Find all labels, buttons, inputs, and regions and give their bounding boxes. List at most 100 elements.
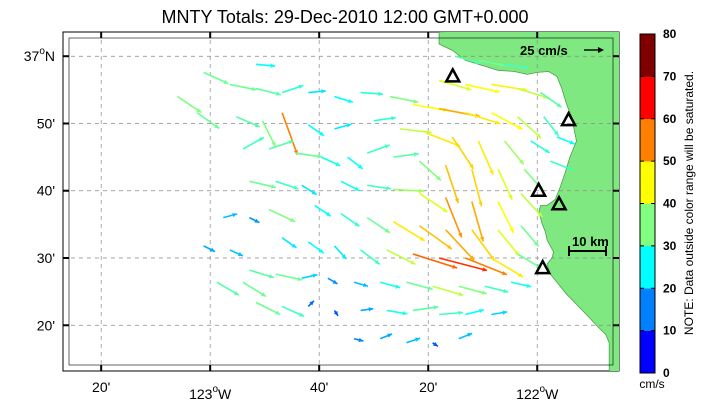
- current-vector: [556, 136, 575, 145]
- current-vector: [392, 220, 426, 242]
- current-vector: [445, 229, 475, 261]
- current-vector: [419, 192, 448, 213]
- colorbar-segment: [640, 118, 655, 162]
- current-vector: [334, 123, 352, 130]
- current-vector: [334, 95, 354, 103]
- longitude-label: 122oW: [516, 384, 559, 402]
- colorbar-segment: [640, 330, 655, 374]
- current-vector: [308, 89, 326, 94]
- colorbar-segment: [640, 288, 655, 331]
- current-vector: [491, 310, 508, 316]
- current-vector: [249, 180, 277, 189]
- current-vector: [261, 120, 277, 147]
- current-vector: [255, 63, 276, 68]
- station-triangle-icon: [559, 110, 578, 127]
- current-vector: [444, 164, 460, 204]
- current-vector: [520, 192, 543, 218]
- current-vector: [406, 337, 421, 344]
- current-vector: [503, 140, 525, 165]
- current-vector: [386, 249, 416, 265]
- current-vector: [347, 156, 364, 170]
- station-triangle-icon: [530, 181, 548, 197]
- current-vector: [393, 152, 419, 158]
- current-vector: [477, 140, 494, 175]
- current-vector: [530, 140, 551, 154]
- current-vector: [484, 285, 509, 294]
- current-vector: [229, 83, 257, 92]
- colorbar-tick-label: 10: [663, 324, 677, 338]
- current-vector: [465, 308, 485, 316]
- current-vector: [491, 112, 523, 130]
- current-vector: [540, 91, 562, 108]
- current-vector: [497, 201, 515, 234]
- colorbar-segment: [640, 34, 655, 77]
- current-vector: [281, 305, 305, 318]
- current-vector: [321, 156, 341, 167]
- current-vector: [268, 140, 294, 150]
- current-vector: [196, 112, 220, 130]
- frame-ticks: [63, 32, 619, 371]
- current-vector: [203, 71, 229, 85]
- current-vector: [386, 309, 408, 316]
- current-vector: [333, 310, 339, 317]
- colorbar-tick-label: 80: [663, 27, 677, 41]
- colorbar-tick-label: 70: [663, 69, 677, 83]
- longitude-label: 20': [92, 379, 110, 395]
- distance-scale-label: 10 km: [572, 234, 609, 249]
- current-vector: [236, 116, 261, 128]
- current-vector: [471, 169, 483, 207]
- latitude-label: 37oN: [24, 46, 55, 64]
- latitude-label: 20': [37, 317, 55, 333]
- colorbar-segment: [640, 203, 655, 247]
- current-vector: [393, 188, 424, 194]
- current-vector: [203, 245, 216, 253]
- current-vector: [438, 257, 488, 272]
- colorbar-tick-label: 30: [663, 239, 677, 253]
- current-vector: [249, 269, 275, 279]
- colorbar-unit: cm/s: [639, 377, 664, 391]
- colorbar-segment: [640, 245, 655, 289]
- current-vector: [389, 95, 419, 104]
- current-vector: [478, 59, 506, 67]
- latitude-label: 50': [37, 115, 55, 131]
- current-vector: [419, 225, 453, 250]
- current-vector: [360, 307, 374, 312]
- graticule: [63, 32, 619, 371]
- current-vector: [550, 160, 573, 171]
- station-triangle-icon: [444, 66, 462, 83]
- current-vector: [229, 249, 244, 257]
- current-vector: [353, 337, 364, 343]
- current-vector: [458, 332, 473, 340]
- current-vector: [438, 79, 472, 91]
- land-polygon: [438, 32, 619, 371]
- current-vector: [301, 184, 318, 196]
- latitude-label: 40': [37, 183, 55, 199]
- current-vector: [314, 204, 332, 217]
- current-vector: [465, 83, 500, 94]
- distance-scale: 10 km: [568, 234, 609, 256]
- current-vector: [406, 281, 433, 291]
- current-vector: [216, 281, 240, 296]
- map-title: MNTY Totals: 29-Dec-2010 12:00 GMT+0.000: [161, 7, 528, 27]
- current-vector: [307, 241, 325, 254]
- current-vector: [451, 136, 475, 170]
- current-vector: [340, 212, 360, 228]
- current-vector: [510, 281, 532, 288]
- current-vector: [275, 180, 299, 190]
- current-vector: [360, 249, 381, 265]
- current-vector: [249, 216, 260, 224]
- colorbar-tick-label: 20: [663, 281, 677, 295]
- current-vector: [281, 237, 298, 249]
- current-vector: [444, 197, 463, 238]
- longitude-labels: 20' 123oW 40' 20' 122oW: [92, 379, 559, 402]
- current-vector: [366, 144, 391, 154]
- longitude-label: 40': [310, 379, 328, 395]
- current-vector: [465, 111, 501, 125]
- radar-stations: [444, 66, 578, 275]
- current-vector: [268, 208, 296, 223]
- current-vector: [275, 273, 303, 282]
- current-vector: [340, 180, 360, 192]
- current-vector: [379, 333, 393, 340]
- current-vector: [360, 91, 384, 96]
